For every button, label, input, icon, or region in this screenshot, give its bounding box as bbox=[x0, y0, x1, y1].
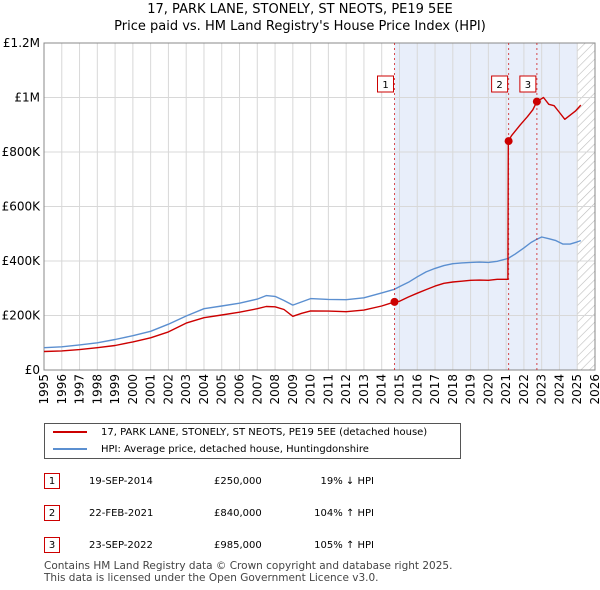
sale-marker-box bbox=[491, 75, 509, 93]
legend-swatch-hpi bbox=[53, 448, 87, 450]
legend-item-property: 17, PARK LANE, STONELY, ST NEOTS, PE19 5… bbox=[53, 425, 427, 441]
transaction-hpi-diff: 104% ↑ HPI bbox=[314, 508, 374, 519]
x-tick-label: 2021 bbox=[499, 374, 513, 405]
y-tick-label: £600K bbox=[2, 200, 42, 214]
sale-point bbox=[504, 137, 513, 146]
x-tick-label: 1996 bbox=[55, 374, 69, 405]
plot-frame bbox=[43, 42, 596, 371]
x-tick-label: 2023 bbox=[535, 374, 549, 405]
price-chart: £0 £200K £400K £600K £800K £1M £1.2M 1995 1996 19… bbox=[2, 36, 600, 405]
sale-point bbox=[390, 297, 399, 306]
y-tick-label: £0 bbox=[25, 363, 40, 377]
x-tick-label: 2011 bbox=[321, 374, 335, 405]
transaction-price: £840,000 bbox=[214, 508, 262, 519]
x-tick-label: 2024 bbox=[552, 374, 566, 405]
x-tick-label: 1998 bbox=[90, 374, 104, 405]
x-tick-label: 1997 bbox=[73, 374, 87, 405]
x-tick-label: 2009 bbox=[286, 374, 300, 405]
footer-copyright: Contains HM Land Registry data © Crown c… bbox=[44, 560, 453, 572]
x-tick-label: 2025 bbox=[570, 374, 584, 405]
y-tick-label: £200K bbox=[2, 309, 42, 323]
x-tick-label: 2003 bbox=[179, 374, 193, 405]
x-tick-label: 2006 bbox=[233, 374, 247, 405]
transaction-date: 22-FEB-2021 bbox=[89, 508, 154, 519]
legend-item-hpi: HPI: Average price, detached house, Hunt… bbox=[53, 442, 369, 458]
x-tick-label: 1995 bbox=[37, 374, 51, 405]
y-tick-label: £400K bbox=[2, 254, 42, 268]
footer-licence: This data is licensed under the Open Gov… bbox=[44, 572, 379, 584]
transaction-date: 23-SEP-2022 bbox=[89, 540, 153, 551]
x-tick-label: 2000 bbox=[126, 374, 140, 405]
chart-title-line2: Price paid vs. HM Land Registry's House … bbox=[114, 19, 486, 34]
x-tick-label: 2001 bbox=[144, 374, 158, 405]
legend-label-property: 17, PARK LANE, STONELY, ST NEOTS, PE19 5… bbox=[101, 427, 428, 438]
x-tick-label: 2026 bbox=[588, 374, 600, 405]
transaction-hpi-diff: 19% ↓ HPI bbox=[320, 476, 374, 487]
x-tick-label: 2010 bbox=[304, 374, 318, 405]
y-tick-label: £800K bbox=[2, 145, 42, 159]
sale-marker-box bbox=[377, 75, 395, 93]
y-tick-label: £1M bbox=[14, 91, 40, 105]
transaction-number: 3 bbox=[44, 537, 60, 553]
x-tick-label: 2008 bbox=[268, 374, 282, 405]
x-tick-label: 2018 bbox=[446, 374, 460, 405]
hpi-line bbox=[43, 236, 582, 349]
transaction-number: 1 bbox=[44, 473, 60, 489]
transaction-hpi-diff: 105% ↑ HPI bbox=[314, 540, 374, 551]
sale-marker-label: 3 bbox=[525, 80, 531, 91]
sale-marker-label: 1 bbox=[382, 80, 388, 91]
sale-marker-box bbox=[519, 75, 537, 93]
x-tick-label: 2013 bbox=[357, 374, 371, 405]
x-tick-label: 2002 bbox=[161, 374, 175, 405]
x-tick-label: 2004 bbox=[197, 374, 211, 405]
y-tick-label: £1.2M bbox=[3, 36, 40, 50]
legend-swatch-property bbox=[53, 431, 87, 433]
x-tick-label: 2019 bbox=[464, 374, 478, 405]
transaction-price: £985,000 bbox=[214, 540, 262, 551]
x-tick-label: 2012 bbox=[339, 374, 353, 405]
transaction-number: 2 bbox=[44, 505, 60, 521]
x-tick-label: 1999 bbox=[108, 374, 122, 405]
x-tick-label: 2020 bbox=[481, 374, 495, 405]
legend-label-hpi: HPI: Average price, detached house, Hunt… bbox=[101, 444, 369, 455]
sale-marker-label: 2 bbox=[496, 80, 502, 91]
x-tick-label: 2005 bbox=[215, 374, 229, 405]
transaction-price: £250,000 bbox=[214, 476, 262, 487]
x-tick-label: 2017 bbox=[428, 374, 442, 405]
x-tick-label: 2016 bbox=[410, 374, 424, 405]
x-tick-label: 2015 bbox=[392, 374, 406, 405]
chart-title-line1: 17, PARK LANE, STONELY, ST NEOTS, PE19 5… bbox=[147, 2, 453, 17]
x-tick-label: 2022 bbox=[517, 374, 531, 405]
legend: 17, PARK LANE, STONELY, ST NEOTS, PE19 5… bbox=[44, 423, 461, 459]
x-tick-label: 2014 bbox=[375, 374, 389, 405]
transaction-date: 19-SEP-2014 bbox=[89, 476, 153, 487]
x-tick-label: 2007 bbox=[250, 374, 264, 405]
sale-point bbox=[532, 97, 541, 106]
